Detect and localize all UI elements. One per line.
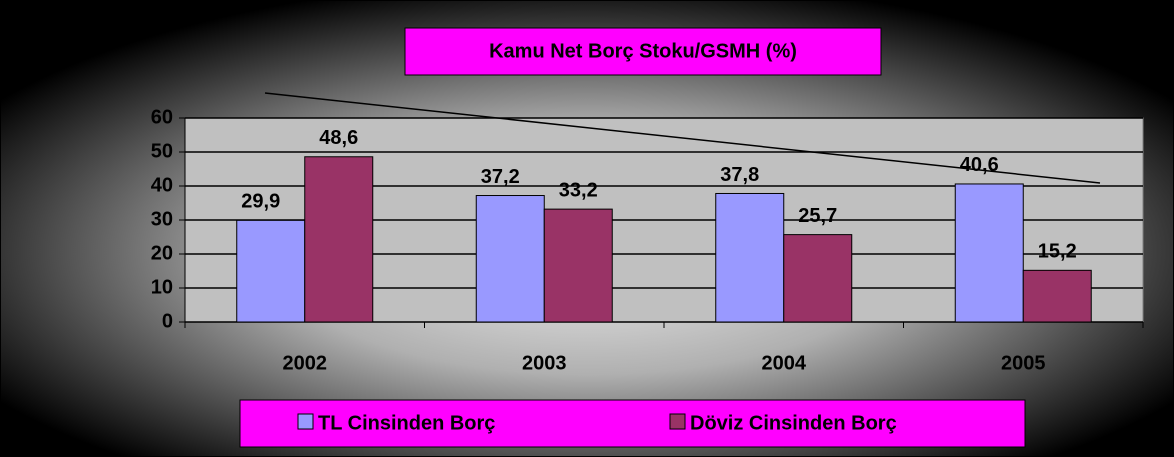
bar (954, 183, 1024, 323)
x-tick-label: 2004 (762, 352, 807, 374)
y-tick-label: 0 (162, 310, 173, 332)
x-tick-label: 2005 (1001, 352, 1046, 374)
value-label: 25,7 (798, 205, 837, 227)
x-tick-label: 2003 (522, 352, 567, 374)
legend-box (239, 399, 1026, 448)
legend-marker (297, 413, 314, 430)
y-tick-label: 20 (151, 242, 173, 264)
trend-line (264, 92, 1101, 184)
y-tick-label: 50 (151, 140, 173, 162)
value-label: 33,2 (559, 179, 598, 201)
value-label: 37,8 (720, 164, 759, 186)
bar (1022, 269, 1092, 323)
y-tick-label: 60 (151, 106, 173, 128)
x-tick-label: 2002 (283, 352, 328, 374)
legend-label: Döviz Cinsinden Borç (690, 412, 897, 434)
y-tick-label: 40 (151, 174, 173, 196)
value-label: 37,2 (481, 166, 520, 188)
y-tick-label: 10 (151, 276, 173, 298)
legend-label: TL Cinsinden Borç (318, 412, 495, 434)
value-label: 40,6 (960, 154, 999, 176)
value-label: 15,2 (1038, 241, 1077, 263)
chart-title: Kamu Net Borç Stoku/GSMH (%) (489, 40, 797, 62)
bar (715, 192, 785, 323)
bar (236, 219, 306, 323)
legend-marker (669, 413, 686, 430)
bar (543, 208, 613, 323)
value-label: 48,6 (319, 127, 358, 149)
bar (304, 156, 374, 323)
bar (783, 234, 853, 323)
title-box (404, 27, 882, 76)
value-label: 29,9 (241, 191, 280, 213)
bar (475, 195, 545, 323)
y-tick-label: 30 (151, 208, 173, 230)
